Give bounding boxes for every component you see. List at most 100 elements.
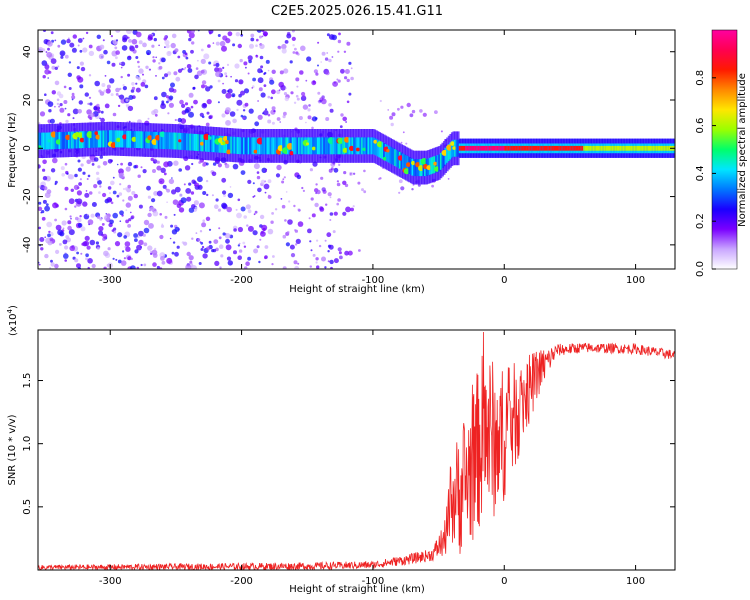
heatmap-cell <box>147 34 153 40</box>
heatmap-cell <box>188 32 195 39</box>
heatmap-cell <box>243 245 247 248</box>
heatmap-cell <box>411 109 416 114</box>
heatmap-cell <box>157 131 161 149</box>
heatmap-cell <box>165 44 170 49</box>
heatmap-cell <box>321 51 326 56</box>
heatmap-cell <box>624 145 627 151</box>
heatmap-cell <box>135 31 142 38</box>
heatmap-cell <box>363 169 366 173</box>
heatmap-cell <box>411 188 414 191</box>
heatmap-cell <box>234 63 240 69</box>
heatmap-cell <box>227 192 234 199</box>
heatmap-cell <box>282 115 286 119</box>
heatmap-cell <box>65 134 71 140</box>
heatmap-cell <box>317 91 321 95</box>
heatmap-cell <box>75 131 79 149</box>
heatmap-cell <box>167 71 172 76</box>
colorbar-label: Normalized spectral amplitude <box>737 73 748 227</box>
heatmap-cell <box>143 242 148 247</box>
heatmap-cell <box>116 137 121 142</box>
heatmap-cell <box>336 202 340 206</box>
heatmap-cell <box>267 113 271 117</box>
heatmap-cell <box>44 205 50 212</box>
heatmap-cell <box>63 253 69 259</box>
heatmap-cell <box>119 183 122 186</box>
heatmap-cell <box>289 244 295 250</box>
heatmap-cell <box>190 105 194 109</box>
heatmap-cell <box>301 137 304 155</box>
heatmap-cell <box>200 141 204 146</box>
heatmap-cell <box>86 131 90 148</box>
heatmap-cell <box>77 132 84 138</box>
heatmap-cell <box>205 134 208 152</box>
heatmap-cell <box>294 265 300 269</box>
heatmap-cell <box>572 145 575 151</box>
heatmap-cell <box>357 181 361 185</box>
heatmap-cell <box>173 213 176 216</box>
heatmap-cell <box>90 213 95 218</box>
heatmap-cell <box>326 52 329 54</box>
heatmap-cell <box>586 145 589 151</box>
heatmap-cell <box>317 41 320 44</box>
heatmap-cell <box>128 39 132 43</box>
heatmap-cell <box>449 142 452 160</box>
heatmap-cell <box>152 262 157 267</box>
heatmap-cell <box>89 117 93 120</box>
heatmap-cell <box>332 137 336 155</box>
heatmap-cell <box>67 220 72 225</box>
heatmap-cell <box>59 103 63 107</box>
heatmap-cell <box>110 93 114 97</box>
heatmap-cell <box>302 137 306 155</box>
heatmap-cell <box>232 43 236 47</box>
heatmap-cell <box>159 131 166 138</box>
heatmap-cell <box>346 100 350 104</box>
heatmap-cell <box>253 137 257 155</box>
heatmap-cell <box>181 133 184 150</box>
heatmap-cell <box>133 193 138 199</box>
heatmap-cell <box>270 220 274 224</box>
heatmap-cell <box>257 137 260 155</box>
heatmap-cell <box>450 140 454 158</box>
heatmap-cell <box>158 65 163 70</box>
heatmap-cell <box>153 96 158 101</box>
heatmap-cell <box>143 131 146 149</box>
heatmap-cell <box>97 109 101 114</box>
heatmap-cell <box>103 250 109 257</box>
heatmap-cell <box>238 79 244 85</box>
heatmap-cell <box>400 105 404 109</box>
heatmap-cell <box>357 137 361 155</box>
heatmap-cell <box>348 137 351 155</box>
heatmap-cell <box>192 86 196 90</box>
heatmap-cell <box>51 65 56 70</box>
heatmap-cell <box>64 107 67 110</box>
heatmap-cell <box>102 161 108 166</box>
heatmap-cell <box>138 204 143 209</box>
heatmap-cell <box>221 45 227 52</box>
heatmap-cell <box>253 163 260 170</box>
heatmap-cell <box>280 198 283 200</box>
heatmap-cell <box>163 161 170 168</box>
heatmap-cell <box>152 210 159 217</box>
heatmap-cell <box>72 108 79 115</box>
heatmap-cell <box>414 159 418 177</box>
heatmap-cell <box>147 245 153 251</box>
heatmap-cell <box>260 230 264 234</box>
heatmap-cell <box>274 208 278 211</box>
heatmap-cell <box>416 159 419 177</box>
heatmap-cell <box>41 210 45 214</box>
heatmap-cell <box>41 132 44 150</box>
heatmap-cell <box>317 137 320 155</box>
heatmap-cell <box>44 192 51 199</box>
heatmap-cell <box>654 145 657 151</box>
heatmap-cell <box>248 108 254 114</box>
heatmap-cell <box>295 77 300 82</box>
heatmap-cell <box>187 68 193 73</box>
heatmap-cell <box>234 79 239 83</box>
heatmap-cell <box>206 111 210 115</box>
heatmap-cell <box>104 215 107 218</box>
heatmap-cell <box>529 145 533 151</box>
heatmap-cell <box>88 44 93 49</box>
heatmap-cell <box>267 228 274 235</box>
heatmap-cell <box>45 203 49 207</box>
heatmap-cell <box>319 97 324 102</box>
